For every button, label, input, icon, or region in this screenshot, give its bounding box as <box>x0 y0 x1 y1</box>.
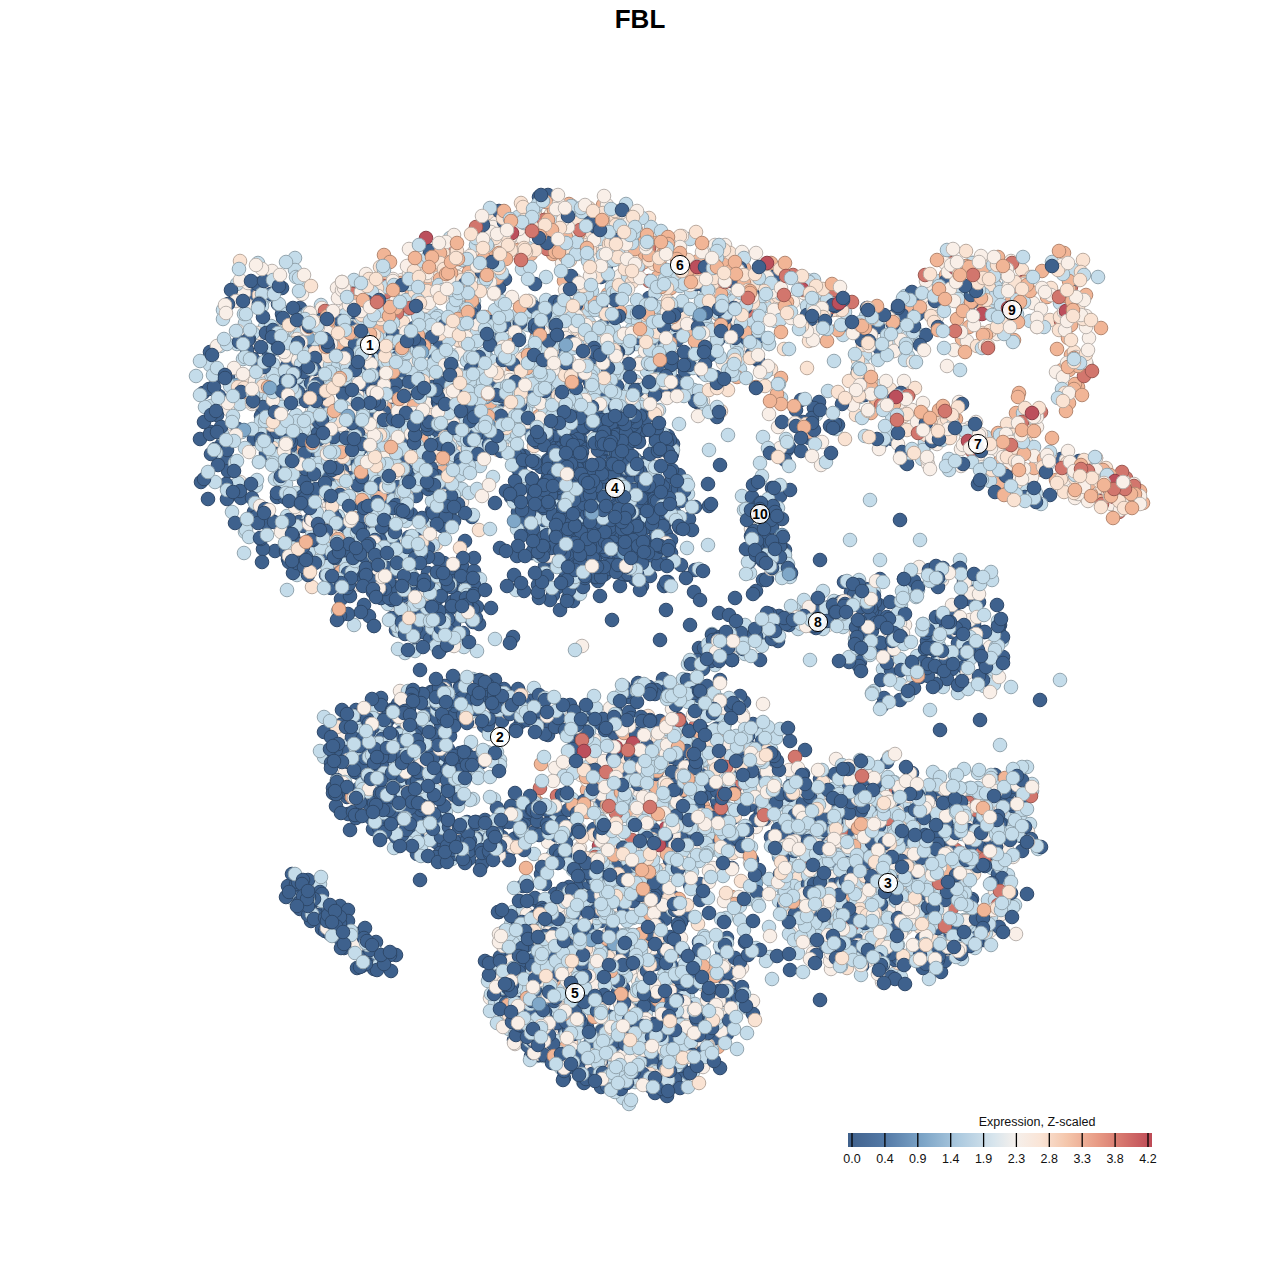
svg-text:3: 3 <box>884 875 892 891</box>
svg-text:8: 8 <box>814 614 822 630</box>
svg-text:1: 1 <box>366 337 374 353</box>
svg-text:2: 2 <box>496 729 504 745</box>
svg-text:6: 6 <box>676 257 684 273</box>
svg-text:4.2: 4.2 <box>1139 1152 1156 1166</box>
svg-text:7: 7 <box>974 436 982 452</box>
svg-text:1.4: 1.4 <box>942 1152 959 1166</box>
svg-text:0.9: 0.9 <box>909 1152 926 1166</box>
svg-text:2.3: 2.3 <box>1008 1152 1025 1166</box>
svg-text:1.9: 1.9 <box>975 1152 992 1166</box>
svg-text:4: 4 <box>611 480 619 496</box>
svg-text:2.8: 2.8 <box>1041 1152 1058 1166</box>
svg-text:9: 9 <box>1008 302 1016 318</box>
svg-text:0.4: 0.4 <box>876 1152 893 1166</box>
svg-text:0.0: 0.0 <box>843 1152 860 1166</box>
svg-text:3.3: 3.3 <box>1074 1152 1091 1166</box>
svg-text:5: 5 <box>571 985 579 1001</box>
svg-text:3.8: 3.8 <box>1106 1152 1123 1166</box>
svg-text:Expression, Z-scaled: Expression, Z-scaled <box>979 1115 1096 1129</box>
svg-text:10: 10 <box>752 506 768 522</box>
